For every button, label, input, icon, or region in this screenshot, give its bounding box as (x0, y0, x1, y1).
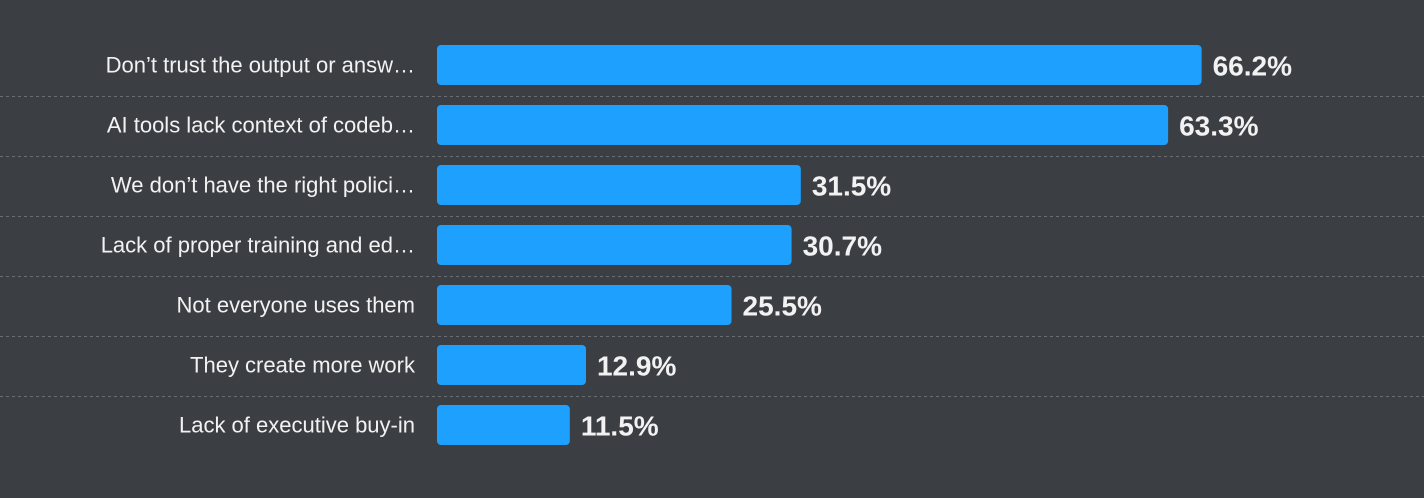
bar (437, 165, 801, 205)
category-label: AI tools lack context of codeb… (107, 113, 415, 138)
category-label: They create more work (190, 353, 416, 378)
category-label: Not everyone uses them (177, 293, 415, 318)
bars-group (437, 45, 1202, 445)
bar (437, 225, 792, 265)
value-label: 66.2% (1213, 51, 1292, 82)
bar (437, 345, 586, 385)
category-label: Don’t trust the output or answ… (106, 53, 415, 78)
category-label: Lack of executive buy-in (179, 413, 415, 438)
bar (437, 45, 1202, 85)
category-label: Lack of proper training and ed… (101, 233, 415, 258)
category-label: We don’t have the right polici… (111, 173, 415, 198)
bar (437, 105, 1169, 145)
value-labels: 66.2% 63.3% 31.5% 30.7% 25.5% 12.9% 11.5% (581, 51, 1292, 442)
bar (437, 285, 732, 325)
category-labels: Don’t trust the output or answ… AI tools … (101, 53, 416, 438)
value-label: 63.3% (1179, 111, 1258, 142)
value-label: 31.5% (812, 171, 891, 202)
value-label: 12.9% (597, 351, 676, 382)
value-label: 11.5% (581, 411, 659, 442)
value-label: 25.5% (743, 291, 822, 322)
value-label: 30.7% (803, 231, 882, 262)
bar (437, 405, 570, 445)
